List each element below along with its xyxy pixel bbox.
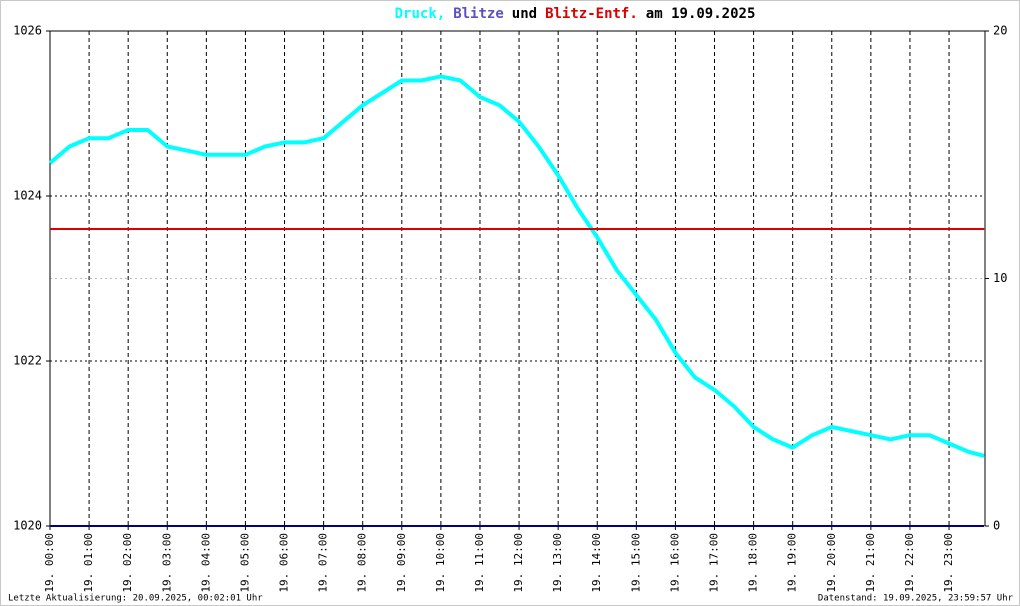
y2-tick-label: 20 <box>993 24 1007 38</box>
x-tick-label: 19. 03:00 <box>160 533 173 593</box>
y-tick-label: 1026 <box>13 24 42 38</box>
x-tick-label: 19. 20:00 <box>825 533 838 593</box>
series-line <box>48 74 985 458</box>
y-tick-label: 1024 <box>13 189 42 203</box>
x-tick-label: 19. 01:00 <box>82 533 95 593</box>
y2-tick-label: 0 <box>993 519 1000 533</box>
chart-title: Druck, Blitze und Blitz-Entf. am 19.09.2025 <box>395 6 756 22</box>
x-tick-label: 19. 05:00 <box>238 533 251 593</box>
x-tick-label: 19. 15:00 <box>629 533 642 593</box>
x-tick-label: 19. 07:00 <box>317 533 330 593</box>
x-tick-label: 19. 12:00 <box>512 533 525 593</box>
x-tick-label: 19. 18:00 <box>747 533 760 593</box>
title-part: und <box>512 6 537 22</box>
x-tick-label: 19. 02:00 <box>121 533 134 593</box>
x-tick-label: 19. 13:00 <box>551 533 564 593</box>
x-tick-label: 19. 23:00 <box>942 533 955 593</box>
footer-left: Letzte Aktualisierung: 20.09.2025, 00:02… <box>8 594 263 604</box>
x-tick-label: 19. 10:00 <box>434 533 447 593</box>
x-tick-label: 19. 17:00 <box>708 533 721 593</box>
y-tick-label: 1022 <box>13 354 42 368</box>
x-tick-label: 19. 21:00 <box>864 533 877 593</box>
x-tick-label: 19. 14:00 <box>590 533 603 593</box>
x-tick-label: 19. 16:00 <box>668 533 681 593</box>
x-tick-label: 19. 11:00 <box>473 533 486 593</box>
y-tick-label: 1020 <box>13 519 42 533</box>
x-tick-label: 19. 00:00 <box>43 533 56 593</box>
x-tick-label: 19. 04:00 <box>199 533 212 593</box>
title-part: Blitz-Entf. <box>545 6 638 22</box>
title-part: am 19.09.2025 <box>646 6 756 22</box>
title-part: Blitze <box>453 6 504 22</box>
y2-tick-label: 10 <box>993 271 1007 285</box>
x-tick-label: 19. 22:00 <box>903 533 916 593</box>
x-tick-label: 19. 19:00 <box>786 533 799 593</box>
x-tick-label: 19. 08:00 <box>356 533 369 593</box>
title-part: Druck, <box>395 6 446 22</box>
footer-right: Datenstand: 19.09.2025, 23:59:57 Uhr <box>818 594 1014 604</box>
x-tick-label: 19. 09:00 <box>395 533 408 593</box>
x-tick-label: 19. 06:00 <box>278 533 291 593</box>
